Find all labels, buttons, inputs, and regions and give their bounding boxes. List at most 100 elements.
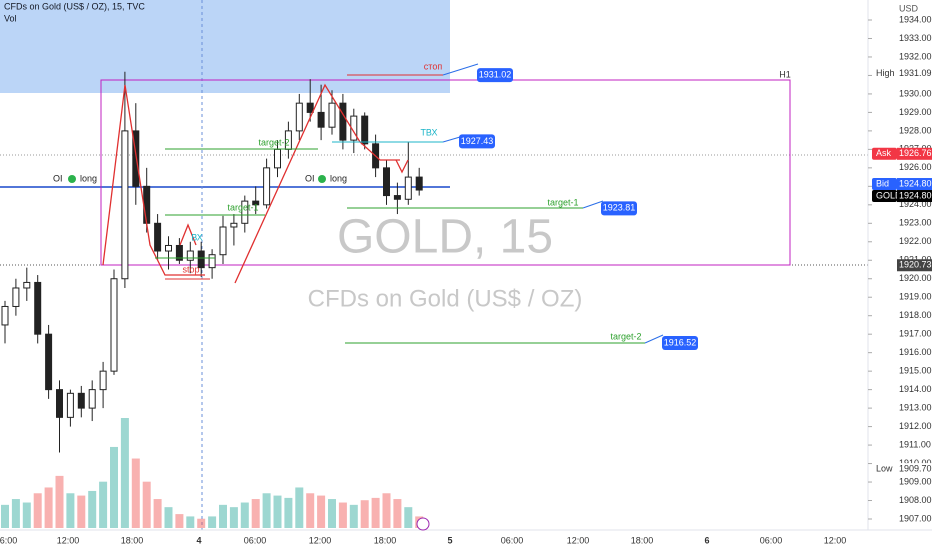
price-tick-label: 1909.00: [899, 476, 932, 486]
volume-bar: [382, 493, 391, 528]
time-label: 12:00: [824, 535, 847, 545]
candle-body: [56, 389, 63, 418]
volume-bar: [208, 516, 217, 528]
volume-bar: [1, 504, 9, 528]
price-badge-label: 1926.76: [899, 148, 932, 158]
volume-bar: [88, 490, 97, 528]
price-badge-label: 1924.80: [899, 178, 932, 188]
candle-body: [99, 370, 107, 391]
badge-tag: [872, 67, 897, 80]
level-badge-label: 1916.52: [664, 337, 697, 347]
lightning-icon[interactable]: [416, 517, 430, 531]
price-tick-label: 1924.00: [899, 199, 932, 209]
badge-tag: [872, 178, 897, 191]
price-tick-label: 1914.00: [899, 384, 932, 394]
price-tick-label: 1908.00: [899, 495, 932, 505]
long-label: long: [330, 173, 347, 183]
connector: [644, 334, 664, 344]
badge-tag-label: Low: [876, 463, 893, 473]
candle-body: [143, 185, 151, 224]
price-tick-label: 1920.00: [899, 273, 932, 283]
candle-body: [230, 222, 238, 228]
candle-body: [295, 102, 303, 132]
time-label: 18:00: [631, 535, 654, 545]
volume-bar: [360, 500, 369, 528]
oi-label: OI: [53, 173, 63, 183]
price-tick-label: 1907.00: [899, 513, 932, 523]
price-tick-label: 1934.00: [899, 14, 932, 24]
volume-bar: [77, 495, 86, 528]
candle-body: [404, 176, 412, 200]
candle-body: [45, 333, 53, 391]
price-tick-label: 1919.00: [899, 292, 932, 302]
price-tick-label: 1932.00: [899, 51, 932, 61]
oi-dot: [318, 175, 326, 183]
time-label: 06:00: [501, 535, 524, 545]
time-label: 06:00: [760, 535, 783, 545]
connector: [442, 136, 461, 143]
watermark-symbol: GOLD, 15: [337, 211, 553, 264]
target2-label: target-2: [610, 331, 641, 341]
candle-body: [110, 278, 118, 372]
candle-body: [328, 102, 336, 128]
candle-body: [361, 115, 369, 145]
volume-bar: [11, 499, 20, 528]
level-badge: [477, 68, 513, 83]
volume-bar: [404, 507, 413, 528]
time-label: 06:00: [0, 535, 17, 545]
badge-tag-label: Ask: [876, 148, 892, 158]
price-tick-label: 1913.00: [899, 402, 932, 412]
long-label: long: [80, 173, 97, 183]
price-tick-label: 1917.00: [899, 329, 932, 339]
indicator-label: Vol: [4, 13, 17, 23]
entry-label: ТВХ: [420, 127, 437, 137]
price-tick-label: 1918.00: [899, 310, 932, 320]
time-label: 4: [196, 535, 201, 545]
candle-body: [339, 102, 347, 141]
volume-bar: [175, 514, 184, 528]
badge-tag: [872, 463, 897, 476]
level-badge-label: 1923.81: [603, 203, 636, 213]
badge-tag: [872, 147, 897, 160]
connector: [582, 200, 604, 209]
candles: [1, 71, 424, 528]
volume-bar: [240, 502, 249, 528]
volume-bar: [120, 418, 129, 528]
volume-bar: [284, 497, 293, 528]
volume-bar: [55, 475, 64, 528]
volume-bar: [295, 487, 304, 528]
volume-bar: [66, 493, 75, 528]
badge-tag-label: High: [876, 68, 895, 78]
volume-bar: [349, 504, 358, 528]
currency: USD: [899, 3, 919, 13]
price-badge-label: 1909.70: [899, 463, 932, 473]
candle-body: [415, 176, 423, 191]
volume-bar: [219, 504, 227, 528]
candle-body: [317, 111, 325, 128]
volume-bar: [110, 446, 118, 528]
volume-bar: [328, 499, 336, 528]
price-badge: [897, 67, 932, 80]
h1-box: [100, 79, 791, 266]
price-tick-label: 1929.00: [899, 107, 932, 117]
candle-body: [154, 222, 162, 252]
volume-bar: [251, 499, 260, 528]
candle-body: [197, 250, 205, 269]
candle-body: [88, 389, 96, 409]
candle-body: [34, 281, 42, 335]
price-badge-label: 1931.09: [899, 68, 932, 78]
oi-label: OI: [305, 173, 315, 183]
volume-bar: [197, 518, 206, 528]
volume-bar: [164, 507, 173, 528]
header-title: CFDs on Gold (US$ / OZ), 15, TVC: [4, 1, 145, 11]
volume-bar: [22, 502, 31, 528]
volume-bar: [262, 493, 271, 528]
price-tick-label: 1923.00: [899, 218, 932, 228]
candle-body: [241, 200, 249, 224]
target2-left-label: target-2: [258, 137, 289, 147]
price-badge: [897, 178, 932, 191]
candle-body: [263, 167, 271, 206]
candle-body: [306, 102, 314, 113]
candle-body: [77, 392, 85, 409]
